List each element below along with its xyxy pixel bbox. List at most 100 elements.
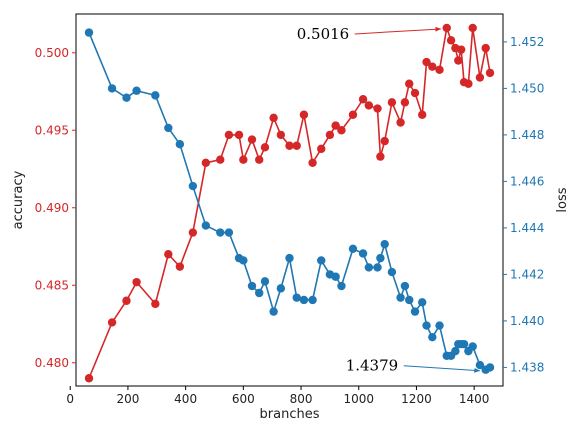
accuracy-data-point [348, 110, 358, 119]
accuracy-data-point [396, 118, 405, 127]
loss-data-point [285, 253, 294, 263]
accuracy-data-point [285, 141, 294, 150]
loss-data-point [216, 228, 225, 237]
accuracy-data-point [260, 143, 270, 152]
annotation-layer: 0.5016 1.4379 [297, 25, 481, 375]
loss-data-point [387, 267, 397, 277]
loss-data-point [308, 295, 317, 305]
loss-data-point [84, 28, 94, 37]
accuracy-series-line [88, 24, 491, 379]
accuracy-data-point [475, 73, 485, 82]
accuracy-data-point [151, 299, 160, 309]
accuracy-data-point [234, 130, 244, 140]
loss-data-point [358, 249, 368, 258]
accuracy-data-point [84, 374, 94, 383]
loss-data-point [364, 263, 374, 272]
loss-data-point [400, 281, 410, 291]
annotation-label: 1.4379 [346, 357, 399, 375]
accuracy-data-point [387, 98, 397, 107]
y-left-tick-label: 0.480 [35, 356, 69, 370]
x-tick-label: 800 [290, 392, 313, 406]
accuracy-data-point [405, 79, 414, 88]
loss-data-point [269, 307, 278, 316]
accuracy-data-point [331, 121, 340, 130]
accuracy-data-point [132, 277, 141, 287]
loss-data-point [337, 281, 346, 291]
y-right-tick-label: 1.442 [510, 267, 544, 281]
accuracy-data-point [325, 130, 335, 140]
y-left-tick-label: 0.485 [35, 278, 69, 292]
loss-data-point [276, 284, 286, 293]
y-left-axis-title: accuracy [11, 170, 26, 229]
accuracy-data-point [337, 126, 346, 135]
y-left-tick-label: 0.500 [35, 46, 69, 60]
accuracy-data-point [446, 36, 456, 45]
accuracy-data-point [308, 158, 317, 167]
y-right-tick-label: 1.450 [510, 81, 544, 95]
loss-data-point [292, 293, 301, 302]
accuracy-data-point [358, 95, 368, 104]
accuracy-data-point [454, 56, 463, 65]
accuracy-data-point [418, 110, 427, 119]
y-right-tick-label: 1.438 [510, 360, 544, 374]
axes-layer: 0 200 400 600 800 1000 1200 1400 0.480 0.485 0.490… [35, 35, 545, 406]
loss-data-point [396, 293, 405, 302]
loss-data-point [405, 295, 414, 305]
loss-data-point [468, 342, 477, 351]
loss-data-point [373, 263, 382, 272]
loss-data-point [422, 321, 431, 330]
y-right-tick-label: 1.448 [510, 128, 544, 142]
loss-data-point [299, 295, 309, 305]
x-tick-label: 200 [116, 392, 139, 406]
annotation-arrow [403, 365, 481, 373]
loss-data-point [132, 86, 141, 95]
accuracy-data-point [485, 68, 495, 78]
x-tick-label: 400 [174, 392, 197, 406]
y-right-tick-label: 1.452 [510, 35, 544, 49]
loss-data-point [164, 123, 173, 133]
accuracy-data-point [373, 104, 382, 113]
loss-data-point [451, 346, 460, 356]
accuracy-data-point [481, 43, 490, 53]
x-tick-label: 1400 [459, 392, 490, 406]
series-layer [84, 23, 495, 383]
accuracy-data-point [364, 101, 374, 110]
accuracy-data-point [456, 45, 466, 54]
x-tick-label: 0 [66, 392, 74, 406]
accuracy-data-point [247, 135, 257, 144]
annotation-label: 0.5016 [297, 25, 350, 43]
loss-data-point [475, 360, 485, 370]
accuracy-data-point [239, 155, 248, 164]
accuracy-data-point [292, 141, 301, 150]
loss-data-point [317, 256, 326, 265]
accuracy-data-point [317, 144, 326, 154]
loss-data-point [255, 288, 264, 298]
loss-data-point [331, 272, 340, 281]
loss-data-point [380, 239, 389, 249]
loss-data-point [175, 140, 185, 149]
accuracy-data-point [216, 155, 225, 164]
accuracy-data-point [400, 98, 410, 107]
accuracy-data-point [122, 296, 131, 305]
plot-frame [75, 13, 504, 387]
y-right-axis-title: loss [555, 187, 570, 212]
accuracy-data-point [464, 79, 473, 88]
loss-data-point [188, 181, 198, 191]
loss-data-point [435, 321, 444, 330]
accuracy-data-point [224, 130, 234, 140]
loss-data-point [247, 281, 257, 291]
loss-data-point [485, 363, 495, 372]
accuracy-data-point [107, 318, 117, 327]
y-right-tick-label: 1.446 [510, 174, 544, 188]
accuracy-data-point [422, 57, 431, 67]
loss-data-point [107, 84, 117, 93]
y-right-tick-label: 1.440 [510, 314, 544, 328]
x-tick-label: 600 [232, 392, 255, 406]
accuracy-data-point [410, 88, 420, 98]
accuracy-data-point [428, 62, 437, 71]
loss-data-point [410, 307, 420, 316]
accuracy-data-point [276, 130, 286, 140]
loss-data-point [459, 339, 469, 349]
accuracy-data-point [376, 152, 385, 161]
